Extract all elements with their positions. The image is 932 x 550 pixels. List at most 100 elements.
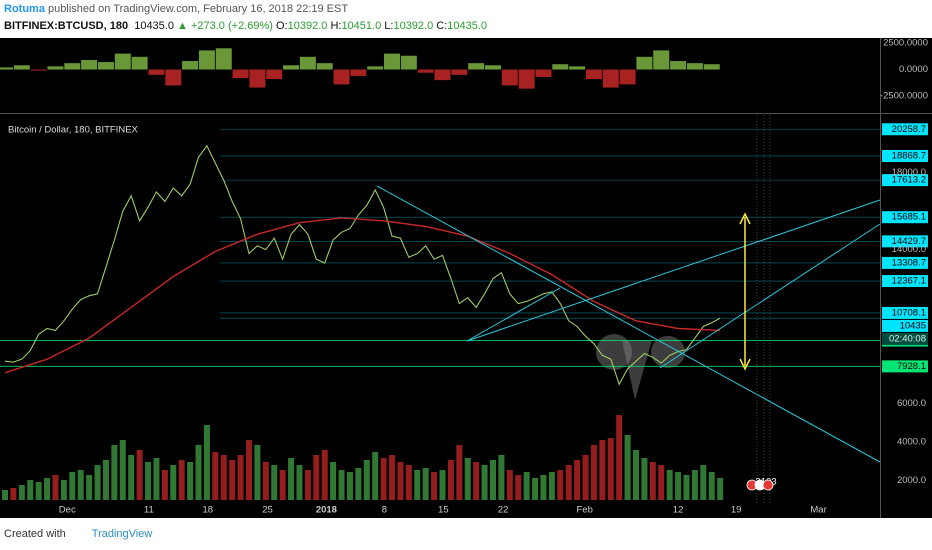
volume-bar xyxy=(52,475,59,500)
volume-bar xyxy=(557,470,564,500)
volume-bar xyxy=(212,452,219,500)
volume-bar xyxy=(10,488,17,500)
volume-bar xyxy=(515,475,522,500)
volume-bar xyxy=(498,455,505,500)
volume-bar xyxy=(473,462,480,500)
volume-bar xyxy=(540,475,547,500)
volume-bar xyxy=(2,490,8,500)
volume-bar xyxy=(296,465,303,500)
volume-bar xyxy=(700,465,707,500)
volume-bar xyxy=(27,480,34,500)
volume-bar xyxy=(136,450,143,500)
volume-bar xyxy=(203,425,210,500)
volume-bar xyxy=(237,455,244,500)
oscillator-bar xyxy=(0,67,13,70)
x-tick-label: Mar xyxy=(810,505,826,516)
publish-line: Rotuma published on TradingView.com, Feb… xyxy=(4,3,348,15)
volume-bar xyxy=(161,470,168,500)
oscillator-bar xyxy=(47,66,64,70)
level-box xyxy=(882,360,928,373)
published: published on TradingView.com, February 1… xyxy=(48,3,349,15)
oscillator-bar xyxy=(501,69,518,86)
y-tick-label: 18000.0 xyxy=(892,167,926,178)
volume-bar xyxy=(649,462,656,500)
oscillator-bar xyxy=(299,56,316,70)
volume-bar xyxy=(380,458,387,500)
oscillator-bar xyxy=(468,63,485,70)
oscillator-bar xyxy=(703,64,720,70)
volume-bar xyxy=(548,472,555,500)
oscillator-bar xyxy=(585,69,602,80)
x-tick-label: 15 xyxy=(438,505,449,516)
oscillator-bar xyxy=(636,56,653,70)
y-tick-label: 6000.0 xyxy=(897,398,926,409)
volume-bar xyxy=(178,460,185,500)
volume-bar xyxy=(187,462,194,500)
volume-bar xyxy=(245,440,252,500)
volume-bar xyxy=(321,450,328,500)
volume-bar xyxy=(506,470,513,500)
oscillator-bar xyxy=(602,69,619,88)
oscillator-bar xyxy=(670,61,687,70)
ohlc-key: C: xyxy=(436,20,448,32)
volume-bar xyxy=(69,472,76,500)
pattern-shoulder xyxy=(651,336,685,368)
volume-bar xyxy=(145,462,152,500)
volume-bar xyxy=(447,460,454,500)
oscillator-bar xyxy=(182,61,199,70)
arrow-head xyxy=(739,212,751,225)
level-box xyxy=(882,235,928,248)
pattern-shoulder xyxy=(596,334,632,370)
volume-bar xyxy=(195,445,202,500)
volume-bar xyxy=(439,470,446,500)
trendline xyxy=(659,223,881,369)
volume-bar xyxy=(582,455,589,500)
level-label: 13308.7 xyxy=(892,257,926,268)
level-label: 20258.7 xyxy=(892,124,926,135)
oscillator-bar xyxy=(400,55,417,70)
volume-bar xyxy=(456,445,463,500)
footer: Created with TradingView xyxy=(4,528,152,540)
level-label: 15685.1 xyxy=(892,212,926,223)
oscillator-bar xyxy=(569,66,586,70)
event-label: 3 xyxy=(771,477,776,488)
ohlc-key: H: xyxy=(330,20,342,32)
oscillator-bar xyxy=(518,69,535,89)
x-tick-label: 2018 xyxy=(316,505,337,516)
volume-bar xyxy=(346,472,353,500)
volume-bar xyxy=(271,465,278,500)
footer-brand[interactable]: TradingView xyxy=(91,528,153,540)
author[interactable]: Rotuma xyxy=(4,3,45,15)
volume-bar xyxy=(489,460,496,500)
oscillator-bar xyxy=(64,63,81,70)
volume-bar xyxy=(389,455,396,500)
volume-bar xyxy=(288,458,295,500)
ohlc-value: 10451.0 xyxy=(341,20,382,32)
oscillator-bar xyxy=(333,69,350,85)
volume-bar xyxy=(153,458,160,500)
chart-background xyxy=(0,38,932,518)
x-tick-label: 22 xyxy=(498,505,509,516)
volume-bar xyxy=(77,470,84,500)
level-label: 10435 xyxy=(900,320,926,331)
volume-bar xyxy=(641,458,648,500)
oscillator-bar xyxy=(686,63,703,70)
trendline xyxy=(466,199,881,342)
volume-bar xyxy=(616,415,623,500)
volume-bar xyxy=(590,445,597,500)
level-label: 17613.2 xyxy=(892,175,926,186)
x-tick-label: 8 xyxy=(382,505,387,516)
oscillator-bar xyxy=(350,69,367,76)
volume-bar xyxy=(431,472,438,500)
volume-bar xyxy=(607,438,614,500)
oscillator-bar xyxy=(97,62,114,70)
volume-bar xyxy=(464,458,471,500)
oscillator-bar xyxy=(434,69,451,81)
x-tick-label: 11 xyxy=(144,505,154,516)
drawings xyxy=(596,115,771,503)
level-label: 7928.1 xyxy=(897,361,926,372)
volume-bar xyxy=(599,440,606,500)
volume-bar xyxy=(405,465,412,500)
